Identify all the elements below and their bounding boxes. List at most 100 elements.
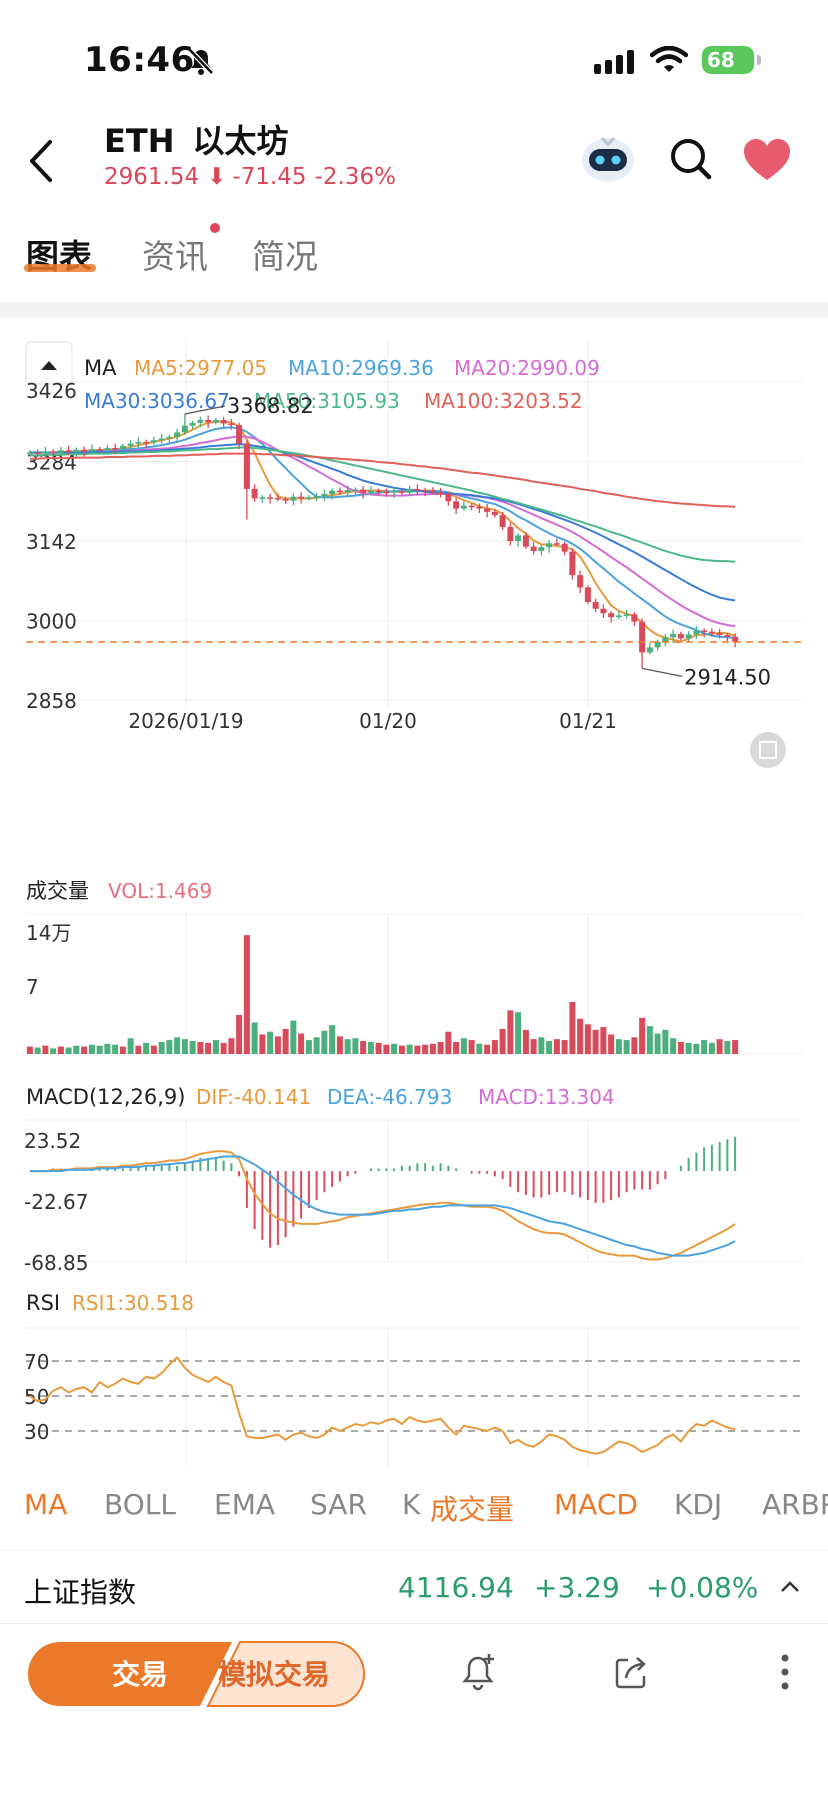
volume-bar: [716, 1039, 723, 1054]
candle-body: [398, 491, 405, 493]
volume-bar: [367, 1041, 374, 1054]
candle-body: [267, 497, 274, 499]
indicator-tab-arbr[interactable]: ARBR: [762, 1488, 828, 1521]
time-tick-label: 2026/01/19: [128, 709, 243, 733]
macd-dea-legend: DEA:-46.793: [327, 1085, 452, 1109]
macd-tick-label: 23.52: [24, 1129, 81, 1153]
index-name: 上证指数: [24, 1576, 137, 1609]
candle-body: [65, 450, 72, 452]
volume-bar: [546, 1041, 553, 1054]
volume-bar: [654, 1033, 661, 1054]
favorite-heart-icon[interactable]: [742, 138, 792, 182]
indicator-tab-ma[interactable]: MA: [24, 1488, 68, 1521]
candle-body: [104, 448, 111, 451]
candle-body: [73, 449, 80, 452]
indicator-tab-macd[interactable]: MACD: [554, 1488, 638, 1521]
fullscreen-button[interactable]: [750, 732, 786, 768]
volume-bar: [81, 1046, 88, 1054]
indicator-tab-k[interactable]: K: [402, 1488, 421, 1521]
volume-bar: [577, 1018, 584, 1054]
trade-button-group: 交易 模拟交易: [28, 1641, 365, 1707]
volume-bar: [639, 1017, 646, 1054]
indicator-tab-kdj[interactable]: KDJ: [674, 1488, 723, 1521]
candle-body: [670, 633, 677, 638]
volume-bar: [267, 1031, 274, 1054]
candle-body: [646, 647, 653, 653]
more-vertical-icon[interactable]: [778, 1652, 792, 1692]
candle-body: [352, 489, 359, 491]
candle-body: [298, 496, 305, 499]
candle-body: [127, 443, 134, 446]
volume-bar: [422, 1044, 429, 1054]
macd-dea-line: [29, 1155, 736, 1257]
price-change: -71.45: [232, 164, 307, 190]
status-time: 16:46: [84, 40, 195, 80]
tab-news[interactable]: 资讯: [142, 237, 208, 276]
candle-body: [468, 505, 475, 508]
volume-bar: [530, 1039, 537, 1054]
volume-bar: [724, 1041, 731, 1054]
candle-body: [205, 420, 212, 423]
alert-bell-add-icon[interactable]: [458, 1652, 498, 1694]
indicator-tab-volume[interactable]: 成交量: [430, 1493, 515, 1526]
wifi-icon: [650, 46, 688, 72]
volume-bar: [174, 1037, 181, 1054]
robot-assistant-icon[interactable]: [580, 132, 636, 184]
indicator-tab-sar[interactable]: SAR: [310, 1488, 367, 1521]
candle-body: [375, 490, 382, 493]
volume-bar: [298, 1033, 305, 1054]
candle-body: [623, 614, 630, 616]
chevron-up-icon[interactable]: [778, 1575, 802, 1599]
candle-body: [608, 613, 615, 618]
tab-overview[interactable]: 简况: [252, 237, 318, 276]
candle-body: [437, 492, 444, 494]
candle-body: [143, 441, 150, 444]
candle-body: [569, 551, 576, 576]
volume-bar: [181, 1039, 188, 1054]
volume-bar: [321, 1030, 328, 1054]
index-change-pct: +0.08%: [646, 1571, 759, 1604]
candle-body: [701, 630, 708, 633]
ma-line-ma30: [29, 443, 736, 602]
volume-bar: [360, 1041, 367, 1054]
indicator-tab-ema[interactable]: EMA: [214, 1488, 276, 1521]
down-arrow-icon: ⬇: [207, 164, 227, 190]
ma-line-ma50: [29, 446, 736, 563]
sim-trade-button[interactable]: [206, 1641, 365, 1707]
rsi-grid: 70 50 30: [24, 1327, 802, 1466]
candle-body: [81, 449, 88, 452]
candle-body: [708, 631, 715, 634]
rsi-title: RSI: [26, 1291, 60, 1315]
volume-bars: [26, 935, 739, 1054]
ma-legend-label: MA: [84, 356, 117, 380]
volume-bar: [150, 1045, 157, 1054]
macd-histogram: [52, 1136, 737, 1248]
rsi-legend: RSI1:30.518: [72, 1291, 194, 1315]
macd-dif-line: [29, 1150, 736, 1261]
candle-body: [174, 432, 181, 437]
candle-body: [600, 608, 607, 614]
volume-bar: [189, 1041, 196, 1054]
trade-button[interactable]: [28, 1642, 232, 1706]
volume-bar: [119, 1046, 126, 1054]
volume-bar: [398, 1045, 405, 1054]
volume-bar: [197, 1041, 204, 1054]
kline-chart-area[interactable]: MA MA5:2977.05 MA10:2969.36 MA20:2990.09MA…: [0, 318, 828, 1468]
volume-bar: [158, 1041, 165, 1054]
search-icon[interactable]: [668, 136, 714, 182]
candle-body: [530, 546, 537, 552]
time-tick-label: 01/20: [359, 709, 417, 733]
index-ticker[interactable]: 上证指数 4116.94 +3.29 +0.08%: [0, 1550, 828, 1624]
candle-body: [197, 420, 204, 423]
candle-body: [236, 425, 243, 444]
volume-bar: [522, 1029, 529, 1054]
ma-legend-item: MA30:3036.67: [84, 389, 230, 413]
candle-body: [515, 535, 522, 541]
back-arrow-icon[interactable]: [22, 136, 62, 186]
candle-body: [677, 633, 684, 639]
share-icon[interactable]: [612, 1652, 652, 1692]
time-tick-label: 01/21: [559, 709, 617, 733]
indicator-tab-boll[interactable]: BOLL: [104, 1488, 176, 1521]
candle-body: [724, 635, 731, 637]
candle-body: [654, 641, 661, 648]
